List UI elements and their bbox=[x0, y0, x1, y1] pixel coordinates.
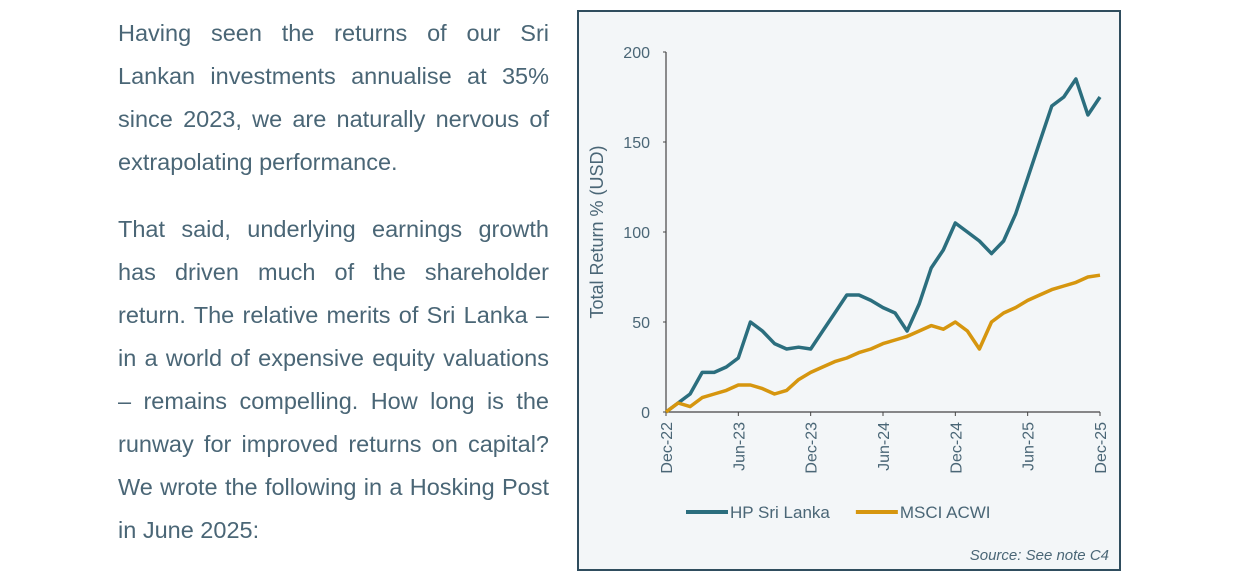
paragraph: That said, underlying earnings growth ha… bbox=[118, 216, 549, 543]
x-tick-label: Dec-25 bbox=[1093, 422, 1110, 474]
x-tick-label: Jun-24 bbox=[876, 422, 893, 471]
y-tick-label: 200 bbox=[623, 45, 650, 62]
chart-panel: 0 50 100 150 200 Total Return % (USD) Dec-22 Ju… bbox=[577, 10, 1121, 571]
source-note: Source: See note C4 bbox=[970, 547, 1109, 564]
chart: 0 50 100 150 200 Total Return % (USD) Dec-22 Ju… bbox=[587, 45, 1110, 564]
y-axis-label: Total Return % (USD) bbox=[587, 145, 607, 318]
series-line bbox=[664, 77, 1102, 414]
y-tick-label: 0 bbox=[641, 405, 650, 422]
legend-label: HP Sri Lanka bbox=[730, 503, 830, 522]
x-tick-label: Jun-23 bbox=[731, 422, 748, 471]
x-tick-label: Dec-23 bbox=[804, 422, 821, 474]
text-column: Having seen the returns of our Sri Lanka… bbox=[118, 12, 549, 576]
series-line bbox=[664, 273, 1101, 414]
x-tick-label: Dec-22 bbox=[659, 422, 676, 474]
paragraph: Having seen the returns of our Sri Lanka… bbox=[118, 20, 549, 175]
legend-label: MSCI ACWI bbox=[900, 503, 991, 522]
y-tick-label: 150 bbox=[623, 135, 650, 152]
y-tick-label: 50 bbox=[632, 315, 650, 332]
x-tick-label: Jun-25 bbox=[1021, 422, 1038, 471]
y-tick-label: 100 bbox=[623, 225, 650, 242]
x-tick-label: Dec-24 bbox=[948, 422, 965, 474]
